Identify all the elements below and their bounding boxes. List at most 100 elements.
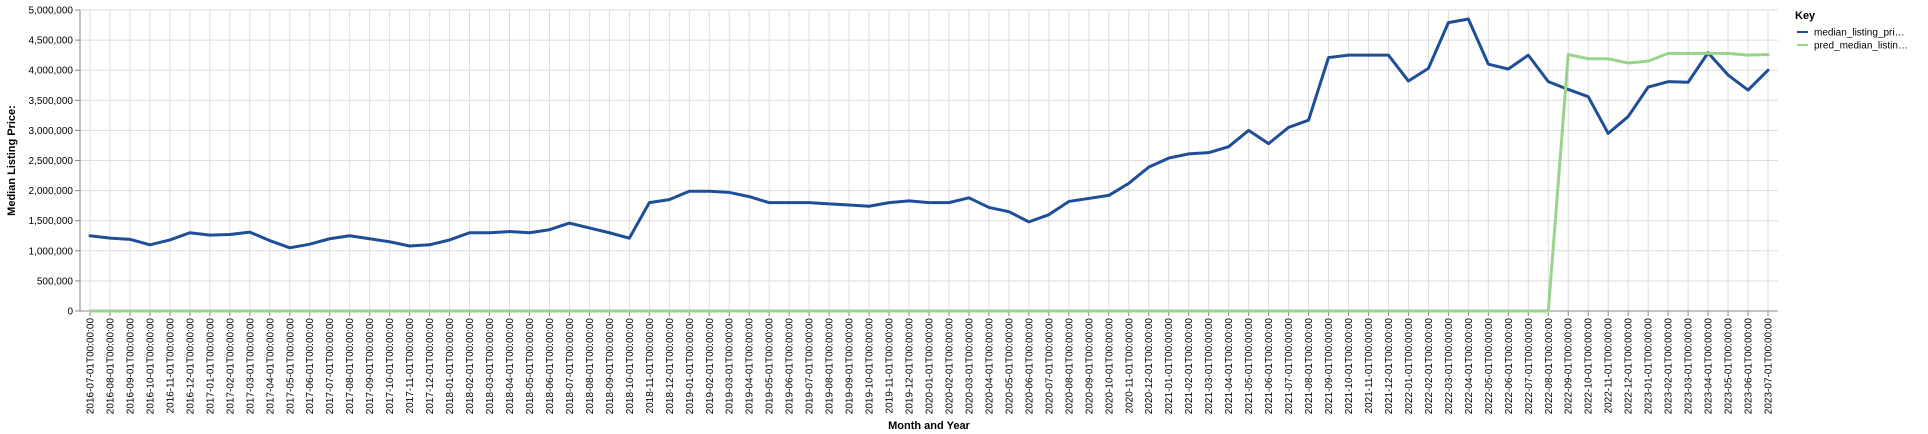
x-tick-label: 2021-02-01T00:00:00 [1184, 318, 1195, 415]
x-tick-label: 2021-12-01T00:00:00 [1384, 318, 1395, 415]
y-tick-label: 3,000,000 [29, 126, 74, 137]
x-tick-label: 2016-08-01T00:00:00 [105, 318, 116, 415]
gridlines [80, 9, 1778, 312]
x-tick-label: 2017-06-01T00:00:00 [305, 318, 316, 415]
x-tick-label: 2022-04-01T00:00:00 [1464, 318, 1475, 415]
x-tick-label: 2022-03-01T00:00:00 [1444, 318, 1455, 415]
x-tick-label: 2020-04-01T00:00:00 [984, 318, 995, 415]
x-tick-label: 2016-12-01T00:00:00 [185, 318, 196, 415]
x-tick-label: 2021-05-01T00:00:00 [1244, 318, 1255, 415]
x-tick-label: 2021-09-01T00:00:00 [1324, 318, 1335, 415]
x-tick-label: 2019-12-01T00:00:00 [905, 318, 916, 415]
series-line-median-listing-price [88, 17, 1770, 250]
x-tick-label: 2020-03-01T00:00:00 [964, 318, 975, 415]
x-tick-label: 2021-10-01T00:00:00 [1344, 318, 1355, 415]
series-line-pred-median-listing-price [88, 51, 1770, 313]
x-tick-label: 2022-10-01T00:00:00 [1584, 318, 1595, 415]
x-tick-label: 2018-11-01T00:00:00 [645, 318, 656, 414]
legend: Key median_listing_pri… pred_median_listi… [1795, 10, 1908, 52]
x-tick-label: 2020-09-01T00:00:00 [1084, 318, 1095, 415]
x-tick-label: 2019-01-01T00:00:00 [685, 318, 696, 415]
x-tick-label: 2020-06-01T00:00:00 [1024, 318, 1035, 415]
x-tick-label: 2019-06-01T00:00:00 [785, 318, 796, 415]
y-axis-title: Median Listing Price: [6, 105, 18, 216]
y-tick-label: 3,500,000 [29, 96, 74, 107]
x-tick-label: 2020-01-01T00:00:00 [925, 318, 936, 415]
x-tick-label: 2018-08-01T00:00:00 [585, 318, 596, 415]
x-tick-label: 2021-08-01T00:00:00 [1304, 318, 1315, 415]
x-tick-label: 2017-10-01T00:00:00 [385, 318, 396, 415]
x-tick-label: 2016-09-01T00:00:00 [125, 318, 136, 415]
x-tick-label: 2018-10-01T00:00:00 [625, 318, 636, 415]
x-tick-label: 2022-09-01T00:00:00 [1564, 318, 1575, 415]
x-tick-label: 2022-07-01T00:00:00 [1524, 318, 1535, 415]
x-tick-label: 2017-11-01T00:00:00 [405, 318, 416, 414]
series-lines [88, 17, 1770, 313]
x-tick-label: 2021-07-01T00:00:00 [1284, 318, 1295, 415]
legend-label: pred_median_listin… [1814, 41, 1908, 52]
x-tick-label: 2022-05-01T00:00:00 [1484, 318, 1495, 415]
x-tick-label: 2023-06-01T00:00:00 [1744, 318, 1755, 415]
x-tick-label: 2019-05-01T00:00:00 [765, 318, 776, 415]
y-tick-label: 4,000,000 [29, 66, 74, 77]
x-tick-label: 2023-04-01T00:00:00 [1704, 318, 1715, 415]
x-tick-label: 2016-10-01T00:00:00 [145, 318, 156, 415]
x-tick-label: 2023-07-01T00:00:00 [1764, 318, 1775, 415]
x-tick-label: 2023-05-01T00:00:00 [1724, 318, 1735, 415]
x-tick-label: 2017-12-01T00:00:00 [425, 318, 436, 415]
x-tick-label: 2017-04-01T00:00:00 [265, 318, 276, 415]
x-tick-label: 2020-12-01T00:00:00 [1144, 318, 1155, 415]
x-tick-label: 2022-06-01T00:00:00 [1504, 318, 1515, 415]
x-tick-label: 2020-08-01T00:00:00 [1064, 318, 1075, 415]
x-tick-label: 2018-03-01T00:00:00 [485, 318, 496, 415]
x-tick-label: 2022-11-01T00:00:00 [1604, 318, 1615, 414]
x-tick-label: 2022-12-01T00:00:00 [1624, 318, 1635, 415]
x-tick-label: 2019-10-01T00:00:00 [865, 318, 876, 415]
x-tick-label: 2021-11-01T00:00:00 [1364, 318, 1375, 414]
x-tick-label: 2023-02-01T00:00:00 [1664, 318, 1675, 415]
y-tick-label: 5,000,000 [29, 6, 74, 17]
x-tick-label: 2019-11-01T00:00:00 [885, 318, 896, 414]
x-tick-label: 2019-04-01T00:00:00 [745, 318, 756, 415]
legend-title: Key [1795, 10, 1816, 22]
x-tick-label: 2017-09-01T00:00:00 [365, 318, 376, 415]
x-tick-label: 2022-01-01T00:00:00 [1404, 318, 1415, 415]
x-tick-label: 2019-02-01T00:00:00 [705, 318, 716, 415]
axes: 0 500,000 1,000,000 1,500,000 2,000,000 2,500… [29, 6, 1778, 415]
x-tick-label: 2018-06-01T00:00:00 [545, 318, 556, 415]
legend-label: median_listing_pri… [1814, 28, 1905, 39]
x-tick-label: 2020-02-01T00:00:00 [944, 318, 955, 415]
x-tick-label: 2022-02-01T00:00:00 [1424, 318, 1435, 415]
x-tick-label: 2020-05-01T00:00:00 [1004, 318, 1015, 415]
x-tick-label: 2021-04-01T00:00:00 [1224, 318, 1235, 415]
x-tick-label: 2021-03-01T00:00:00 [1204, 318, 1215, 415]
x-tick-label: 2021-06-01T00:00:00 [1264, 318, 1275, 415]
x-tick-label: 2019-09-01T00:00:00 [845, 318, 856, 415]
x-tick-label: 2023-01-01T00:00:00 [1644, 318, 1655, 415]
x-tick-label: 2017-05-01T00:00:00 [285, 318, 296, 415]
x-tick-label: 2017-01-01T00:00:00 [205, 318, 216, 415]
x-tick-label: 2018-04-01T00:00:00 [505, 318, 516, 415]
x-tick-label: 2017-02-01T00:00:00 [225, 318, 236, 415]
x-tick-label: 2018-05-01T00:00:00 [525, 318, 536, 415]
x-tick-label: 2020-10-01T00:00:00 [1104, 318, 1115, 415]
y-tick-label: 1,000,000 [29, 246, 74, 257]
x-tick-label: 2017-08-01T00:00:00 [345, 318, 356, 415]
x-tick-label: 2017-03-01T00:00:00 [245, 318, 256, 415]
y-tick-label: 1,500,000 [29, 216, 74, 227]
x-tick-label: 2018-01-01T00:00:00 [445, 318, 456, 415]
x-tick-label: 2021-01-01T00:00:00 [1164, 318, 1175, 415]
y-tick-label: 4,500,000 [29, 36, 74, 47]
x-tick-label: 2019-07-01T00:00:00 [805, 318, 816, 415]
x-tick-label: 2016-11-01T00:00:00 [165, 318, 176, 414]
y-tick-label: 2,000,000 [29, 186, 74, 197]
x-tick-label: 2018-12-01T00:00:00 [665, 318, 676, 415]
y-tick-label: 0 [67, 307, 73, 318]
x-tick-label: 2016-07-01T00:00:00 [85, 318, 96, 415]
x-tick-label: 2017-07-01T00:00:00 [325, 318, 336, 415]
x-tick-label: 2022-08-01T00:00:00 [1544, 318, 1555, 415]
x-tick-label: 2018-09-01T00:00:00 [605, 318, 616, 415]
x-tick-label: 2018-02-01T00:00:00 [465, 318, 476, 415]
x-tick-label: 2020-07-01T00:00:00 [1044, 318, 1055, 415]
